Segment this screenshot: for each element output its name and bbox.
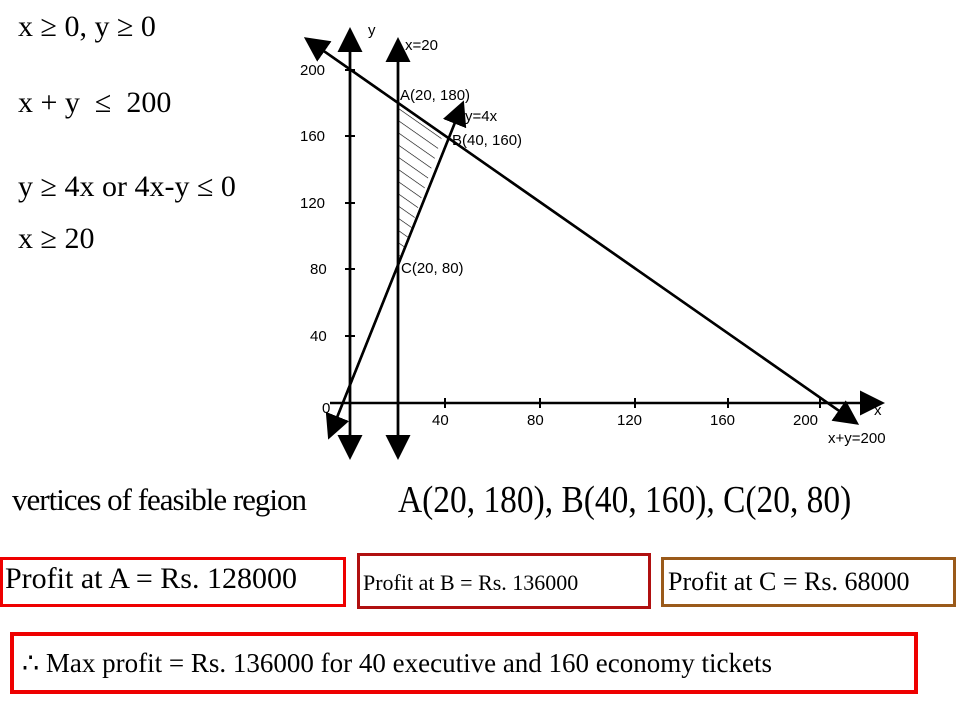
y-tick-label: 200 [300,62,325,79]
constraint: x ≥ 20 [18,222,95,255]
constraint: x ≥ 0, y ≥ 0 [18,10,156,43]
y-tick-label: 40 [310,328,327,345]
x-tick-label: 40 [432,412,449,429]
graph: y x 40 80 120 160 200 0 40 80 120 160 20… [300,22,886,460]
x-tick-label: 120 [617,412,642,429]
x-tick-label: 200 [793,412,818,429]
line-label: x+y=200 [828,430,886,447]
x-tick-label: 160 [710,412,735,429]
profit-box: Profit at A = Rs. 128000 [0,557,346,607]
line-xy200 [303,37,856,424]
profit-box: Profit at B = Rs. 136000 [357,553,651,609]
line-label: y=4x [465,108,498,125]
conclusion-box: ∴ Max profit = Rs. 136000 for 40 executi… [10,632,918,694]
line-y4x [325,104,464,440]
axis-label: x [874,402,882,419]
point-label: A(20, 180) [400,87,470,104]
point-label: B(40, 160) [452,132,522,149]
profit-box: Profit at C = Rs. 68000 [661,557,956,607]
x-tick-label: 80 [527,412,544,429]
y-tick-label: 160 [300,128,325,145]
axis-label: y [368,22,376,39]
point-label: C(20, 80) [401,260,464,277]
vertices-label: vertices of feasible region [12,482,307,517]
y-tick-label: 80 [310,261,327,278]
vertices-text: A(20, 180), B(40, 160), C(20, 80) [398,479,852,521]
constraint: y ≥ 4x or 4x-y ≤ 0 [18,170,236,203]
line-label: x=20 [405,37,438,54]
y-tick-label: 0 [322,400,330,417]
feasible-region [397,103,442,270]
y-tick-label: 120 [300,195,325,212]
constraint: x + y ≤ 200 [18,86,172,119]
